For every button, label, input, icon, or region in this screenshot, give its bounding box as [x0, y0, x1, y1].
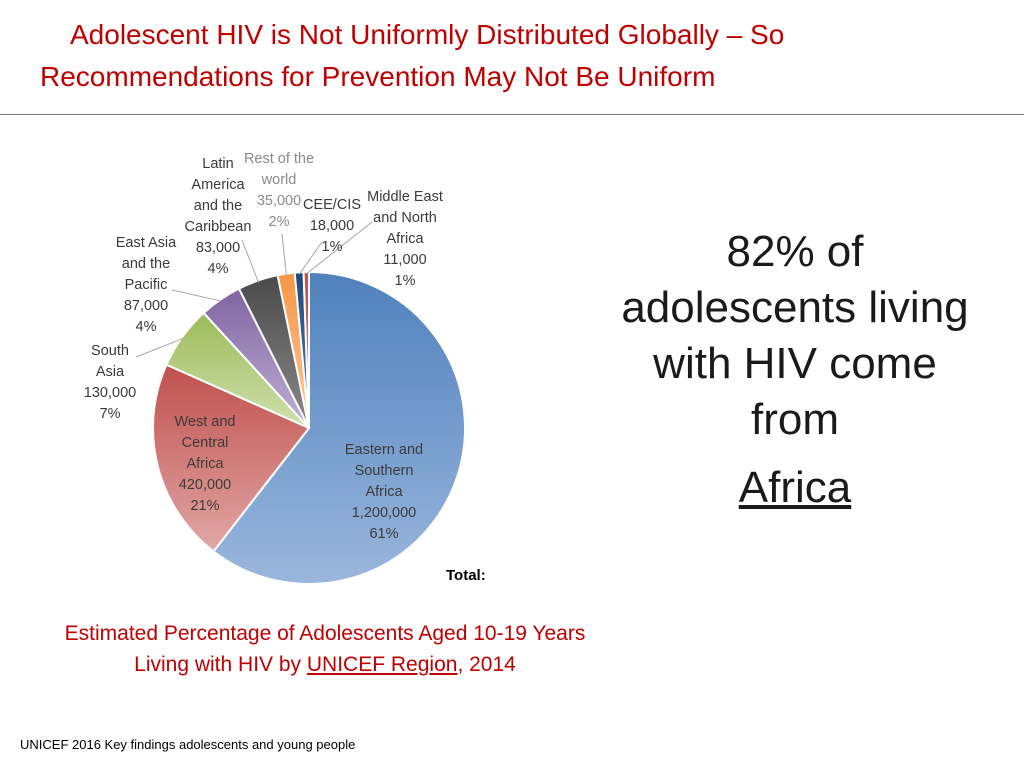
chart-caption: Estimated Percentage of Adolescents Aged… — [30, 618, 620, 680]
pie-slice-0 — [212, 270, 466, 585]
caption-line-2-suffix: , 2014 — [457, 653, 516, 676]
leader-line-5 — [281, 233, 287, 276]
chart-total-label: Total: — [446, 567, 486, 584]
source-note: UNICEF 2016 Key findings adolescents and… — [20, 737, 356, 752]
pie-chart: Eastern and Southern Africa 1,200,000 61% Wes… — [84, 151, 466, 585]
callout-emphasis: Africa — [738, 463, 852, 512]
slice-label-4: Latin America and the Caribbean 83,000 4% — [185, 156, 252, 277]
slice-label-6: CEE/CIS 18,000 1% — [303, 197, 361, 255]
unicef-region-link[interactable]: UNICEF Region — [306, 653, 458, 676]
caption-line-1: Estimated Percentage of Adolescents Aged… — [64, 622, 586, 645]
slice-label-1: West and Central Africa 420,000 21% — [175, 414, 236, 514]
callout-line-2: adolescents living — [621, 283, 969, 332]
leader-line-4 — [241, 239, 259, 283]
callout-line-3: with HIV come — [653, 339, 937, 388]
leader-line-6 — [298, 241, 323, 275]
slice-label-7: Middle East and North Africa 11,000 1% — [367, 189, 443, 289]
leader-line-3 — [171, 289, 222, 302]
slide-title-line-2: Recommendations for Prevention May Not B… — [40, 61, 716, 92]
leader-line-7 — [306, 221, 373, 275]
slice-label-2: South Asia 130,000 7% — [84, 343, 136, 422]
callout: 82% of adolescents living with HIV come … — [600, 224, 990, 516]
leader-line-2 — [135, 337, 185, 358]
callout-line-1: 82% of — [726, 227, 864, 276]
slice-label-0: Eastern and Southern Africa 1,200,000 61% — [345, 442, 423, 542]
caption-line-2-prefix: Living with HIV by — [134, 653, 307, 676]
callout-line-4: from — [751, 395, 839, 444]
slide-title: Adolescent HIV is Not Uniformly Distribu… — [40, 14, 980, 98]
slice-label-5: Rest of the world 35,000 2% — [244, 151, 314, 230]
slice-label-3: East Asia and the Pacific 87,000 4% — [116, 235, 177, 335]
slide-title-line-1: Adolescent HIV is Not Uniformly Distribu… — [70, 19, 785, 50]
title-divider — [0, 114, 1024, 115]
caption-line-2: Living with HIV by UNICEF Region, 2014 — [30, 649, 620, 680]
